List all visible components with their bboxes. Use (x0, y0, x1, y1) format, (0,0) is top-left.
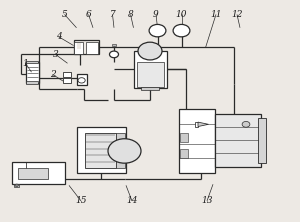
Bar (214, 114, 261, 166)
Circle shape (110, 51, 118, 58)
Bar (14, 184, 19, 187)
Circle shape (242, 121, 250, 127)
Text: 12: 12 (231, 10, 243, 19)
Bar (178, 109, 214, 173)
Bar (180, 133, 188, 142)
Bar (85, 133, 116, 168)
Text: 14: 14 (126, 196, 138, 205)
Bar (26, 61, 38, 63)
Text: 5: 5 (61, 10, 68, 19)
Circle shape (173, 24, 190, 37)
Bar (26, 81, 38, 84)
Text: 2: 2 (50, 70, 56, 79)
Bar (141, 87, 159, 90)
Bar (74, 42, 83, 54)
Bar (134, 51, 166, 88)
Bar (76, 74, 87, 85)
Text: 3: 3 (52, 50, 59, 59)
Bar (258, 118, 266, 163)
Bar (238, 122, 246, 127)
Text: 13: 13 (201, 196, 213, 205)
Text: 1: 1 (22, 59, 28, 68)
Text: 4: 4 (56, 32, 62, 41)
Polygon shape (198, 122, 208, 127)
Text: 10: 10 (176, 10, 187, 19)
Bar (116, 133, 124, 168)
Text: 9: 9 (153, 10, 159, 19)
Circle shape (78, 78, 85, 83)
Text: 8: 8 (128, 10, 134, 19)
Bar (112, 44, 116, 46)
Bar (76, 127, 126, 173)
Text: 15: 15 (75, 196, 87, 205)
Bar (63, 78, 70, 83)
Bar (86, 42, 98, 54)
Bar (63, 72, 70, 77)
Bar (26, 62, 39, 83)
Bar (74, 40, 99, 54)
Bar (12, 162, 64, 184)
Circle shape (108, 139, 141, 163)
Polygon shape (195, 122, 198, 127)
Circle shape (149, 24, 166, 37)
Text: 7: 7 (110, 10, 116, 19)
Text: 6: 6 (85, 10, 91, 19)
Circle shape (138, 42, 162, 60)
Text: 11: 11 (210, 10, 222, 19)
Bar (180, 149, 188, 158)
Bar (136, 62, 164, 87)
Bar (77, 43, 81, 49)
Bar (18, 168, 48, 179)
Bar (208, 123, 215, 126)
Circle shape (15, 184, 19, 187)
